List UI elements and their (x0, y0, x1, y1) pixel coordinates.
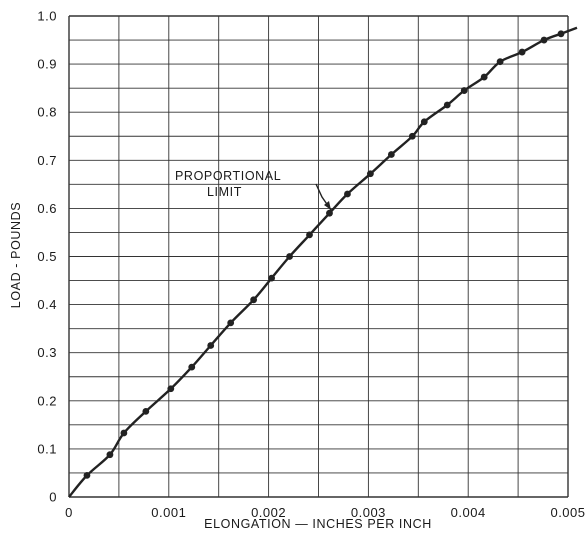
series-line (68, 26, 578, 498)
data-point (387, 151, 395, 158)
x-tick-label: 0 (65, 505, 73, 520)
data-point (480, 73, 488, 81)
proportional-limit-annotation: PROPORTIONAL LIMIT (175, 169, 332, 211)
data-point (408, 132, 416, 140)
data-point (83, 471, 91, 479)
data-point (443, 101, 451, 109)
x-tick-label: 0.002 (251, 505, 286, 520)
y-tick-label: 0.5 (37, 249, 57, 264)
x-axis-label: ELONGATION — INCHES PER INCH (204, 517, 432, 531)
x-tick-label: 0.001 (151, 505, 186, 520)
data-point (250, 296, 258, 304)
data-point (227, 319, 235, 327)
y-tick-label: 0.3 (37, 345, 57, 360)
data-point (540, 36, 548, 44)
data-point (557, 30, 565, 38)
data-point (286, 253, 293, 260)
annotation-line-2: LIMIT (207, 185, 242, 199)
data-point (207, 342, 215, 349)
y-tick-label: 1.0 (37, 9, 57, 24)
y-tick-label: 0.8 (37, 105, 57, 120)
data-point (142, 407, 150, 415)
x-tick-label: 0.003 (351, 505, 386, 520)
grid (68, 15, 569, 498)
data-point (518, 48, 526, 56)
data-point (106, 451, 114, 459)
x-tick-label: 0.005 (550, 505, 585, 520)
data-point (188, 363, 196, 371)
y-tick-label: 0.2 (37, 393, 57, 408)
plot-area (68, 26, 578, 498)
data-point (306, 231, 313, 239)
data-point (366, 170, 374, 178)
y-tick-label: 0.4 (37, 297, 57, 312)
x-tick-label: 0.004 (451, 505, 486, 520)
annotation-line-1: PROPORTIONAL (175, 169, 281, 183)
y-tick-label: 0.1 (37, 441, 57, 456)
y-tick-label: 0.7 (37, 153, 57, 168)
data-point (268, 274, 275, 282)
data-point (496, 58, 504, 66)
data-point (326, 209, 333, 217)
y-tick-label: 0.9 (37, 57, 57, 72)
data-point (120, 429, 128, 437)
annotation-arrowhead (324, 201, 331, 210)
data-point (167, 385, 175, 393)
data-point (344, 190, 351, 198)
y-tick-label: 0.6 (37, 201, 57, 216)
y-tick-label: 0 (49, 490, 57, 505)
y-axis-label: LOAD - POUNDS (9, 202, 23, 308)
data-point (460, 87, 468, 94)
tick-labels: 0 0.001 0.002 0.003 0.004 0.005 0 0.1 0.2 0.3 0.4 0… (37, 9, 585, 521)
data-point (420, 118, 428, 126)
